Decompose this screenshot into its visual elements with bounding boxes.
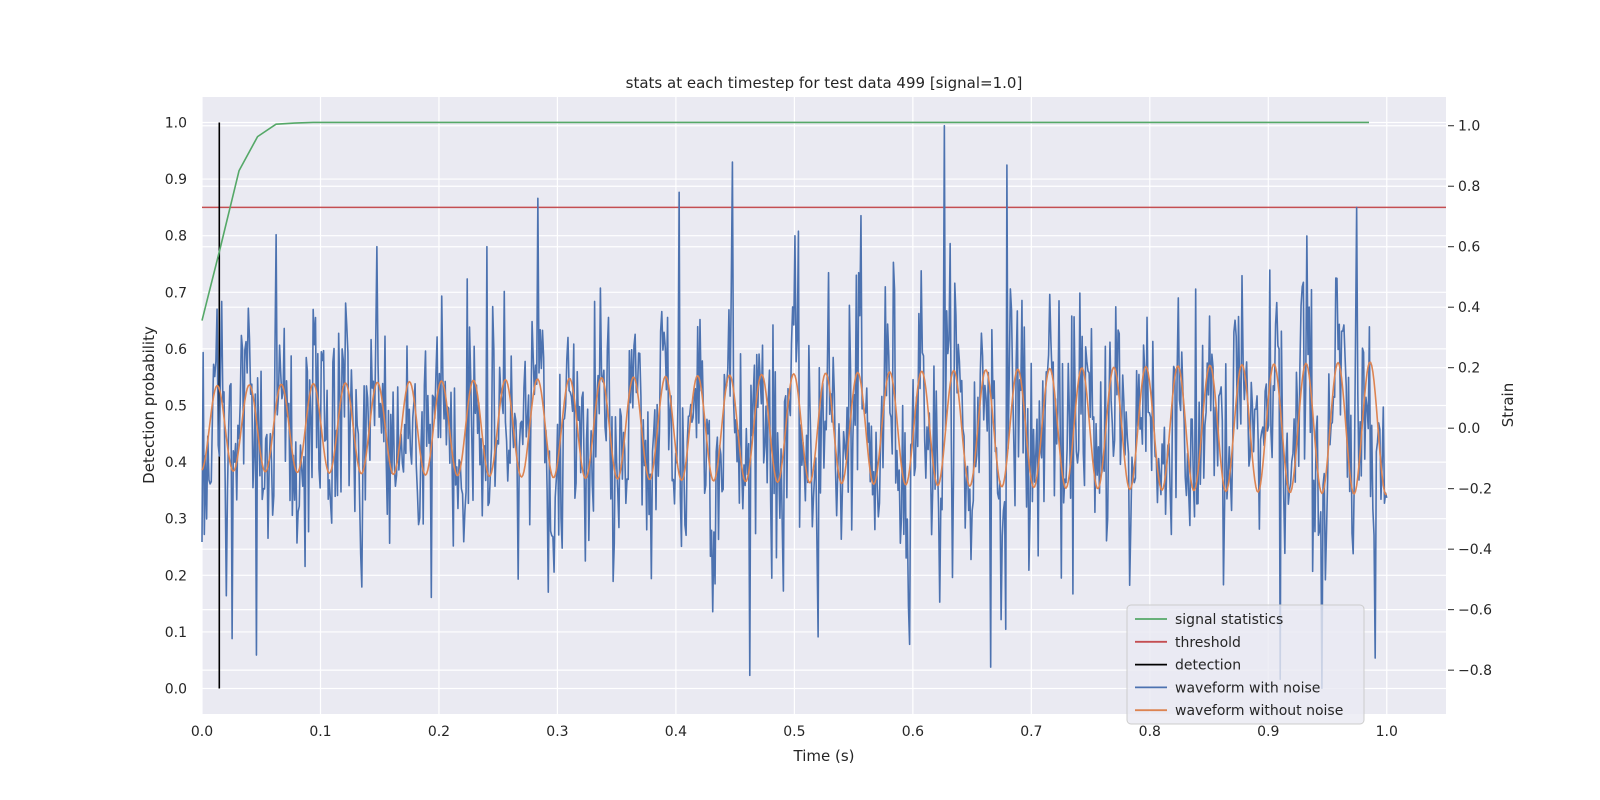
tick-labels: 0.0 0.1 0.2 0.3 0.4 0.5 0.6 0.7 0.8 0.9 1.0 0.0 0.1 0… xyxy=(165,115,1492,740)
y-tick-label-right: 0.2 xyxy=(1458,361,1480,377)
y-tick-label-left: 0.5 xyxy=(165,399,187,415)
y-tick-label-right: 1.0 xyxy=(1458,119,1480,135)
y-axis-label-right: Strain xyxy=(1499,383,1517,427)
y-tick-label-right: −0.2 xyxy=(1458,482,1492,498)
y-tick-label-left: 0.7 xyxy=(165,285,187,301)
y-tick-label-right: −0.8 xyxy=(1458,663,1492,679)
y-tick-label-right: 0.8 xyxy=(1458,179,1480,195)
y-tick-label-left: 0.1 xyxy=(165,625,187,641)
y-tick-label-left: 0.2 xyxy=(165,568,187,584)
waveform-with-noise-line xyxy=(201,124,1388,690)
legend-label: threshold xyxy=(1175,635,1241,651)
y-tick-label-right: −0.6 xyxy=(1458,603,1492,619)
chart-title: stats at each timestep for test data 499… xyxy=(626,74,1023,92)
y-tick-label-left: 0.4 xyxy=(165,455,187,471)
signal-statistics-line xyxy=(201,121,1369,321)
y-tick-label-left: 1.0 xyxy=(165,115,187,131)
legend: signal statistics threshold detection wavef… xyxy=(1126,604,1365,725)
legend-label: waveform with noise xyxy=(1175,680,1320,696)
x-tick-label: 0.9 xyxy=(1257,724,1279,740)
y-tick-label-right: 0.4 xyxy=(1458,300,1480,316)
x-tick-label: 0.2 xyxy=(428,724,450,740)
legend-label: detection xyxy=(1175,658,1241,674)
y-tick-label-left: 0.9 xyxy=(165,172,187,188)
x-tick-label: 0.6 xyxy=(902,724,924,740)
x-tick-label: 0.5 xyxy=(783,724,805,740)
x-tick-label: 0.3 xyxy=(546,724,568,740)
y-tick-label-left: 0.0 xyxy=(165,682,187,698)
waveform-without-noise-line xyxy=(201,361,1388,496)
x-axis-label: Time (s) xyxy=(793,747,855,765)
x-tick-label: 0.8 xyxy=(1139,724,1161,740)
x-tick-label: 0.4 xyxy=(665,724,687,740)
series-layer xyxy=(201,121,1446,690)
y-tick-label-left: 0.6 xyxy=(165,342,187,358)
x-tick-label: 0.1 xyxy=(309,724,331,740)
x-tick-label: 0.0 xyxy=(191,724,213,740)
legend-label: waveform without noise xyxy=(1175,703,1343,719)
y-tick-label-left: 0.8 xyxy=(165,229,187,245)
y-tick-label-right: 0.0 xyxy=(1458,421,1480,437)
y-tick-label-left: 0.3 xyxy=(165,512,187,528)
y-tick-label-right: −0.4 xyxy=(1458,542,1492,558)
x-tick-label: 1.0 xyxy=(1376,724,1398,740)
legend-box xyxy=(1126,604,1365,725)
x-tick-label: 0.7 xyxy=(1020,724,1042,740)
y-tick-label-right: 0.6 xyxy=(1458,240,1480,256)
legend-label: signal statistics xyxy=(1175,612,1283,628)
y-axis-label-left: Detection probability xyxy=(140,326,158,484)
